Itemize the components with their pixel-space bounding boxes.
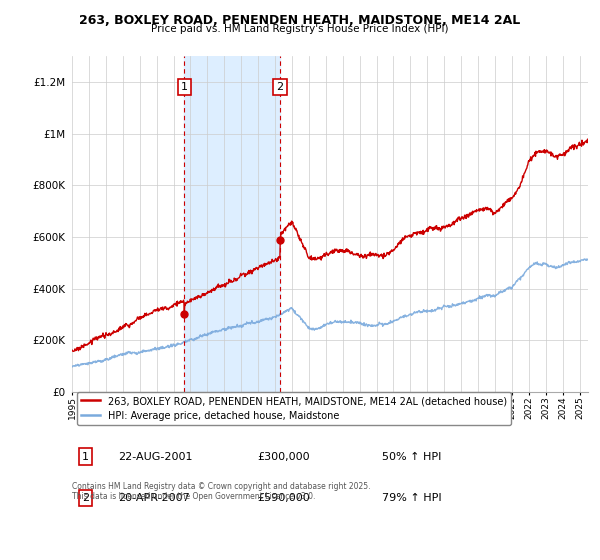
Text: 50% ↑ HPI: 50% ↑ HPI: [382, 451, 441, 461]
Text: 1: 1: [82, 451, 89, 461]
Text: 79% ↑ HPI: 79% ↑ HPI: [382, 493, 441, 503]
Text: 2: 2: [82, 493, 89, 503]
Text: 22-AUG-2001: 22-AUG-2001: [118, 451, 193, 461]
Legend: 263, BOXLEY ROAD, PENENDEN HEATH, MAIDSTONE, ME14 2AL (detached house), HPI: Ave: 263, BOXLEY ROAD, PENENDEN HEATH, MAIDST…: [77, 393, 511, 425]
Text: 263, BOXLEY ROAD, PENENDEN HEATH, MAIDSTONE, ME14 2AL: 263, BOXLEY ROAD, PENENDEN HEATH, MAIDST…: [79, 14, 521, 27]
Text: £300,000: £300,000: [258, 451, 310, 461]
Text: Price paid vs. HM Land Registry's House Price Index (HPI): Price paid vs. HM Land Registry's House …: [151, 24, 449, 34]
Text: 2: 2: [277, 82, 284, 92]
Text: 1: 1: [181, 82, 188, 92]
Text: £590,000: £590,000: [258, 493, 311, 503]
Bar: [184, 56, 280, 392]
Text: Contains HM Land Registry data © Crown copyright and database right 2025.
This d: Contains HM Land Registry data © Crown c…: [72, 482, 371, 501]
Text: 20-APR-2007: 20-APR-2007: [118, 493, 190, 503]
